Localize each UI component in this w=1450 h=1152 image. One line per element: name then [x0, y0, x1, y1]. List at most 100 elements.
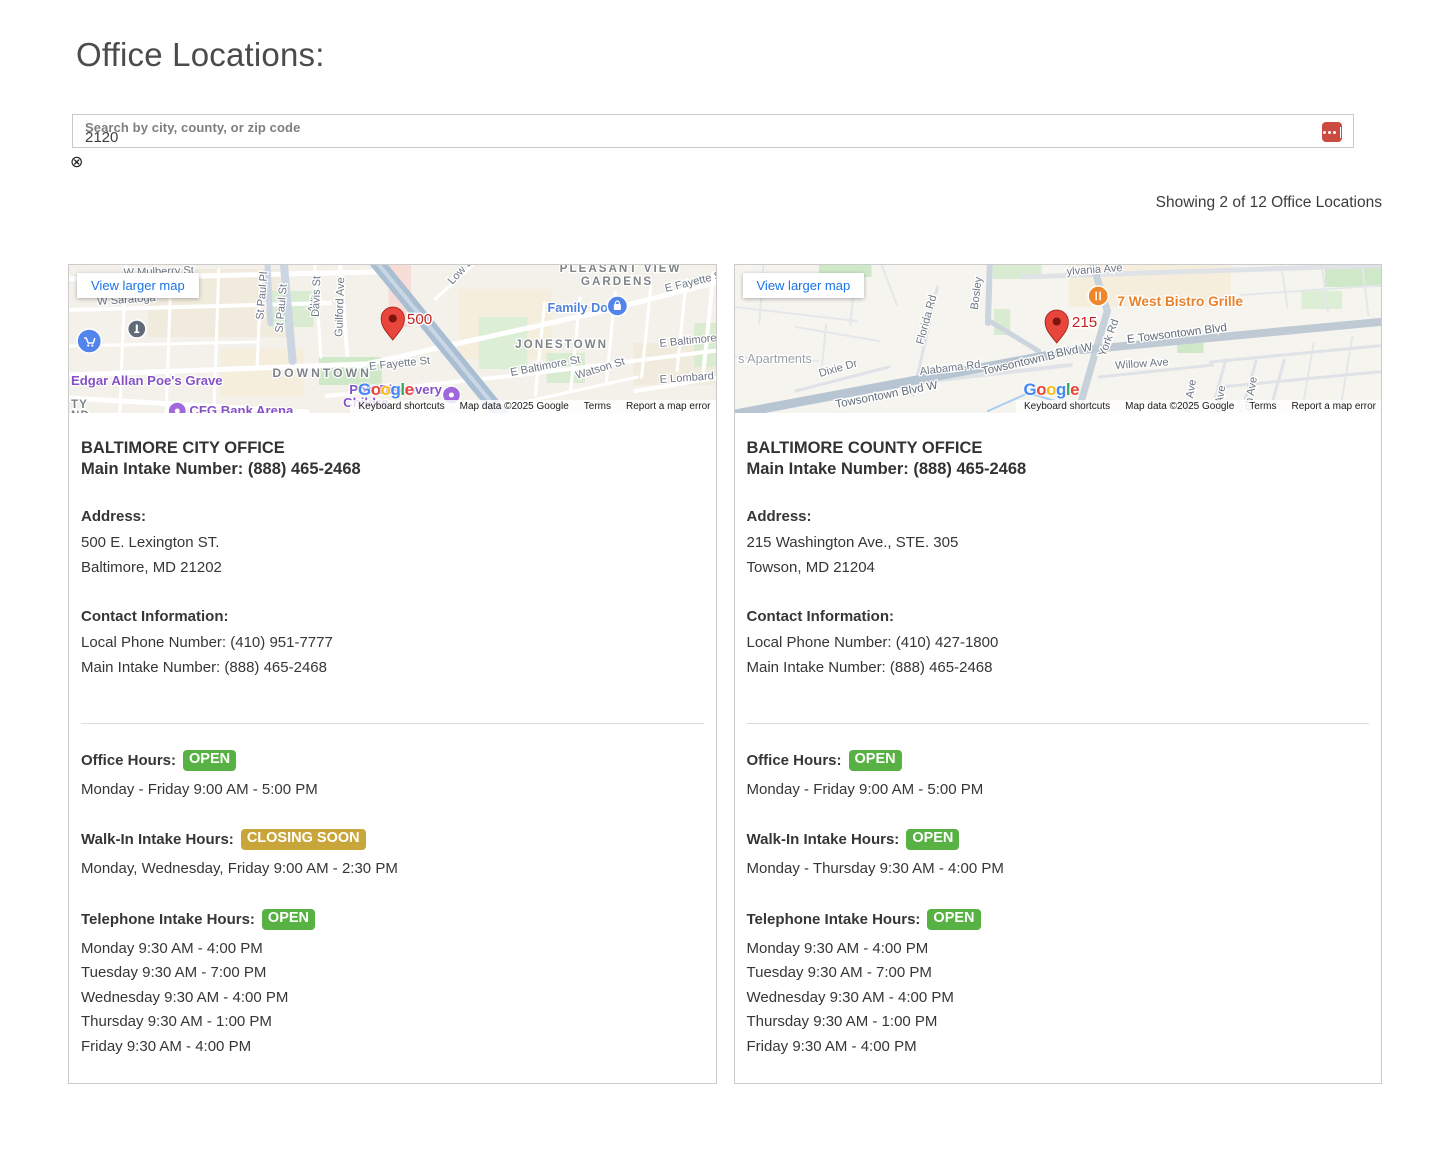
attribution-keyboard-shortcuts[interactable]: Keyboard shortcuts [358, 401, 445, 412]
clear-search-icon[interactable]: ⊗ [70, 154, 84, 171]
hours-line: Wednesday 9:30 AM - 4:00 PM [81, 988, 289, 1006]
google-logo-letter: o [380, 380, 391, 399]
hours-line: Wednesday 9:30 AM - 4:00 PM [746, 988, 954, 1006]
contact-lines: Local Phone Number: (410) 427-1800 Main I… [747, 631, 1370, 680]
address-block: Address: 215 Washington Ave., STE. 305 To… [747, 508, 1370, 580]
map-label: GARDENS [581, 276, 653, 288]
map-label: Davis St [310, 276, 324, 317]
address-label: Address: [81, 508, 147, 525]
office-main-intake: Main Intake Number: (888) 465-2468 [81, 460, 361, 478]
password-manager-extension-icon[interactable] [1322, 122, 1342, 142]
address-block: Address: 500 E. Lexington ST. Baltimore, … [81, 508, 704, 580]
address-line: Baltimore, MD 21202 [81, 558, 222, 576]
google-map-embed[interactable]: ylvania Ave Bosley Florida Rd s Apartments D… [734, 265, 1381, 413]
hours-head: Telephone Intake Hours: OPEN [746, 908, 1370, 930]
hours-head: Walk-In Intake Hours: CLOSING SOON [81, 829, 704, 851]
google-logo-letter: G [1023, 380, 1037, 399]
map-label: Guilford Ave [333, 277, 347, 337]
hours-line: Friday 9:30 AM - 4:00 PM [81, 1037, 252, 1055]
map-label: 7 West Bistro Grille [1117, 294, 1243, 309]
attribution-terms[interactable]: Terms [1249, 401, 1277, 412]
clear-row: ⊗ [70, 154, 1382, 172]
hours-line: Monday - Friday 9:00 AM - 5:00 PM [81, 780, 318, 798]
circle-poi-icon[interactable] [167, 401, 188, 413]
contact-lines: Local Phone Number: (410) 951-7777 Main I… [81, 631, 704, 680]
map-label: Willow Ave [1114, 356, 1168, 372]
map-label: St Paul Pl [254, 271, 270, 320]
hours-line: Thursday 9:30 AM - 1:00 PM [81, 1013, 272, 1031]
status-badge: OPEN [906, 829, 960, 851]
map-label: Edgar Allan Poe's Grave [71, 373, 223, 388]
attribution-report-a-map-error[interactable]: Report a map error [1291, 401, 1376, 412]
map-label: JONESTOWN [515, 339, 608, 351]
hours-line: Monday - Thursday 9:30 AM - 4:00 PM [746, 860, 1004, 878]
contact-line: Local Phone Number: (410) 427-1800 [746, 634, 999, 651]
google-logo-letter: o [1036, 380, 1047, 399]
google-logo-letter: e [1070, 380, 1080, 399]
search-input[interactable] [73, 115, 1353, 147]
map-marker-pin[interactable] [1044, 309, 1069, 344]
circle-cart-icon[interactable] [76, 328, 103, 354]
circle-bag-icon[interactable] [606, 295, 629, 317]
hours-label: Telephone Intake Hours: [746, 910, 921, 928]
hours-block: Walk-In Intake Hours: CLOSING SOON Monday,… [81, 829, 704, 881]
map-label: CFG Bank Arena [189, 403, 294, 413]
office-card: ylvania Ave Bosley Florida Rd s Apartments D… [733, 264, 1382, 1085]
map-label: Ave [306, 293, 320, 313]
ext-dot [1332, 130, 1336, 134]
status-badge: OPEN [927, 908, 981, 930]
status-badge: CLOSING SOON [240, 829, 366, 851]
hours-head: Telephone Intake Hours: OPEN [81, 908, 704, 930]
hours-label: Telephone Intake Hours: [81, 910, 255, 928]
view-larger-map-link[interactable]: View larger map [77, 273, 199, 298]
hours-line: Monday 9:30 AM - 4:00 PM [746, 939, 929, 957]
contact-line: Main Intake Number: (888) 465-2468 [746, 658, 993, 676]
circle-food-icon[interactable] [1086, 285, 1109, 307]
hours-label: Office Hours: [746, 751, 842, 769]
status-badge: OPEN [183, 750, 237, 771]
search-box: Search by city, county, or zip code [72, 114, 1354, 148]
google-logo-letter: G [358, 380, 371, 399]
contact-label: Contact Information: [746, 608, 895, 625]
google-logo-letter: l [400, 380, 405, 399]
google-logo[interactable]: Google [1024, 380, 1080, 400]
contact-label: Contact Information: [81, 608, 229, 625]
google-logo-letter: o [1046, 380, 1057, 399]
attribution-report-a-map-error[interactable]: Report a map error [626, 401, 711, 412]
divider [746, 723, 1369, 724]
address-lines: 500 E. Lexington ST. Baltimore, MD 21202 [81, 531, 704, 580]
office-card-body: BALTIMORE CITY OFFICE Main Intake Number… [69, 413, 716, 1083]
status-badge: OPEN [261, 908, 316, 930]
hours-block: Telephone Intake Hours: OPEN Monday 9:30 A… [81, 908, 704, 1059]
ext-dot [1327, 130, 1331, 134]
address-line: Towson, MD 21204 [746, 558, 875, 576]
ext-caret [1339, 126, 1342, 138]
office-name: BALTIMORE CITY OFFICE [81, 439, 285, 457]
attribution-terms[interactable]: Terms [583, 401, 612, 412]
hours-sections: Office Hours: OPEN Monday - Friday 9:00 AM… [747, 750, 1370, 1059]
map-marker-pin[interactable] [380, 306, 405, 341]
hours-label: Office Hours: [81, 751, 177, 769]
hours-line: Tuesday 9:30 AM - 7:00 PM [746, 964, 932, 982]
hours-block: Office Hours: OPEN Monday - Friday 9:00 AM… [747, 750, 1370, 802]
google-map-embed[interactable]: W Mulberry St W Saratoga Ave St Paul Pl St P… [69, 265, 716, 413]
hours-label: Walk-In Intake Hours: [81, 831, 234, 849]
map-label: St Paul St [273, 284, 289, 334]
map-label: Port Discovery [349, 382, 442, 397]
attribution-map-data-2025-google: Map data ©2025 Google [459, 401, 569, 412]
hours-head: Office Hours: OPEN [747, 750, 1370, 771]
map-label: E Lombard St [659, 369, 715, 386]
map-label: PLEASANT VIEW [560, 265, 682, 275]
map-label: s Apartments [738, 352, 812, 366]
hours-head: Walk-In Intake Hours: OPEN [747, 829, 1370, 851]
address-lines: 215 Washington Ave., STE. 305 Towson, MD … [747, 531, 1370, 580]
hours-sections: Office Hours: OPEN Monday - Friday 9:00 AM… [81, 750, 704, 1059]
hours-head: Office Hours: OPEN [81, 750, 704, 771]
google-logo[interactable]: Google [358, 380, 414, 400]
attribution-keyboard-shortcuts[interactable]: Keyboard shortcuts [1023, 401, 1111, 412]
circle-monument-icon[interactable] [126, 319, 147, 339]
map-label: Bosley [968, 276, 984, 311]
hours-line: Thursday 9:30 AM - 1:00 PM [746, 1013, 938, 1031]
view-larger-map-link[interactable]: View larger map [742, 273, 865, 298]
